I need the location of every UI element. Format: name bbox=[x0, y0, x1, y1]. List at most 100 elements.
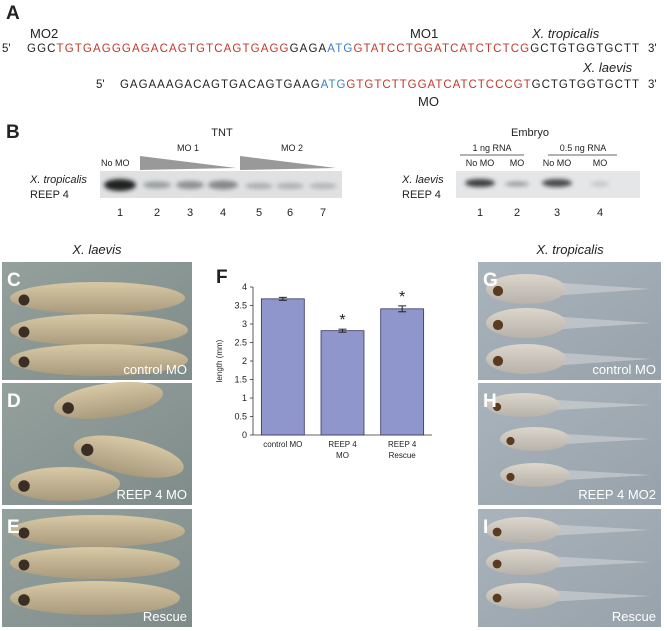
tadpole-eye bbox=[492, 285, 504, 297]
bar bbox=[260, 298, 305, 436]
sequence-segment: GTATCCTGGATCATCTCTCG bbox=[353, 43, 529, 55]
y-tick-label: 1.5 bbox=[234, 375, 247, 385]
panel-label: C bbox=[7, 270, 21, 291]
tadpole bbox=[486, 583, 651, 609]
dose-wedge bbox=[240, 156, 336, 170]
tadpole-eye bbox=[492, 593, 502, 603]
lane-number: 1 bbox=[117, 207, 123, 219]
tadpole-body bbox=[500, 427, 570, 451]
tadpole-body bbox=[486, 308, 566, 338]
y-tick-label: 2 bbox=[242, 356, 247, 366]
sequence-segment: TGTGAGGGAGACAGTGTCAGTGAGG bbox=[57, 43, 289, 55]
species-label: X. laevis bbox=[401, 174, 444, 186]
mo-label: MO2 bbox=[30, 26, 58, 41]
significance-mark: * bbox=[339, 312, 345, 329]
embryo-image: I Rescue bbox=[478, 509, 661, 627]
tadpole-eye bbox=[18, 559, 30, 571]
tadpole bbox=[10, 581, 180, 615]
lane-number: 2 bbox=[154, 207, 160, 219]
tadpole-body bbox=[10, 547, 180, 579]
bar bbox=[320, 330, 365, 436]
sequence-segment: GCTGTGGTGCTT bbox=[532, 79, 639, 91]
tadpole-body bbox=[10, 344, 188, 376]
sequence-segment: GCTGTGGTGCTT bbox=[530, 43, 639, 55]
panel-label: H bbox=[483, 391, 497, 412]
blot-title: Embryo bbox=[511, 127, 549, 139]
tadpole bbox=[486, 549, 651, 575]
y-tick-label: 3 bbox=[242, 319, 247, 329]
panel-label: I bbox=[483, 517, 488, 538]
tadpole bbox=[500, 463, 651, 487]
tadpole-body bbox=[53, 381, 163, 419]
dose-label: 0.5 ng RNA bbox=[560, 143, 607, 153]
species-label: X. tropicalis bbox=[531, 26, 600, 41]
tadpole-eye bbox=[18, 326, 30, 338]
tadpole-eye bbox=[62, 402, 74, 414]
tadpole bbox=[500, 427, 651, 451]
tadpole-eye bbox=[18, 480, 30, 492]
y-tick-label: 3.5 bbox=[234, 301, 247, 311]
embryo-image: H REEP 4 MO2 bbox=[478, 383, 661, 505]
tadpole-eye bbox=[493, 402, 502, 412]
prime-label: 3' bbox=[648, 43, 657, 55]
lane-header: No MO bbox=[101, 158, 130, 168]
error-bar bbox=[278, 296, 287, 301]
tadpole bbox=[486, 517, 651, 543]
tadpole-eye bbox=[492, 319, 504, 331]
mo-label: MO bbox=[418, 94, 439, 109]
panel-label: D bbox=[7, 391, 21, 412]
tadpole-eye bbox=[18, 527, 30, 539]
y-tick-label: 2.5 bbox=[234, 338, 247, 348]
sequence-segment: GAGA bbox=[290, 43, 327, 55]
tadpole-eye bbox=[506, 436, 515, 446]
tadpole-eye bbox=[492, 355, 504, 367]
tadpole-body bbox=[73, 435, 184, 478]
tadpole-eye bbox=[492, 527, 502, 537]
lane-number: 4 bbox=[597, 207, 603, 219]
bar bbox=[380, 308, 425, 436]
dose-wedge bbox=[140, 156, 236, 170]
tadpole bbox=[10, 344, 188, 376]
lane-number: 6 bbox=[287, 207, 293, 219]
lane-header: MO bbox=[510, 158, 525, 168]
tadpole-tail bbox=[537, 589, 651, 603]
error-bar bbox=[338, 328, 347, 333]
tadpole-eye bbox=[18, 594, 30, 606]
tadpole-body bbox=[486, 517, 560, 543]
panel-label: B bbox=[6, 122, 20, 143]
tadpole-eye bbox=[492, 559, 502, 569]
protein-label: REEP 4 bbox=[30, 189, 69, 201]
tadpole-tail bbox=[549, 433, 651, 445]
image-caption: control MO bbox=[592, 362, 656, 377]
tadpole bbox=[73, 435, 184, 478]
tadpole-tail bbox=[549, 469, 651, 481]
x-tick-label: REEP 4 Rescue bbox=[388, 440, 417, 460]
sequence-segment: GAGAAAGACAGTGACAGTGAAG bbox=[120, 79, 320, 91]
bar-chart: length (mm) 0 0.5 1 1.5 2 2.5 3 3.5 4 control MO * R… bbox=[215, 282, 432, 460]
tadpole-eye bbox=[506, 472, 515, 482]
species-label: X. tropicalis bbox=[29, 174, 87, 186]
tadpole-tail bbox=[542, 281, 651, 297]
lane-header: No MO bbox=[466, 158, 495, 168]
image-caption: Rescue bbox=[143, 609, 187, 624]
error-bar bbox=[398, 305, 407, 313]
tadpole bbox=[53, 381, 163, 419]
tadpole-body bbox=[10, 282, 185, 314]
panel-label: F bbox=[216, 267, 228, 288]
y-tick-label: 1 bbox=[242, 393, 247, 403]
sequence-segment: GGC bbox=[27, 43, 55, 55]
tadpole-body bbox=[486, 549, 560, 575]
species-label: X. laevis bbox=[582, 60, 633, 75]
tadpole bbox=[486, 344, 651, 374]
column-title: X. laevis bbox=[71, 242, 122, 257]
tadpole bbox=[10, 515, 185, 547]
column-title: X. tropicalis bbox=[535, 242, 604, 257]
tadpole-body bbox=[10, 515, 185, 547]
lane-number: 3 bbox=[187, 207, 193, 219]
tadpole-eye bbox=[81, 443, 94, 456]
tadpole-eye bbox=[18, 294, 30, 306]
image-caption: REEP 4 MO bbox=[116, 487, 187, 502]
tadpole bbox=[486, 308, 651, 338]
